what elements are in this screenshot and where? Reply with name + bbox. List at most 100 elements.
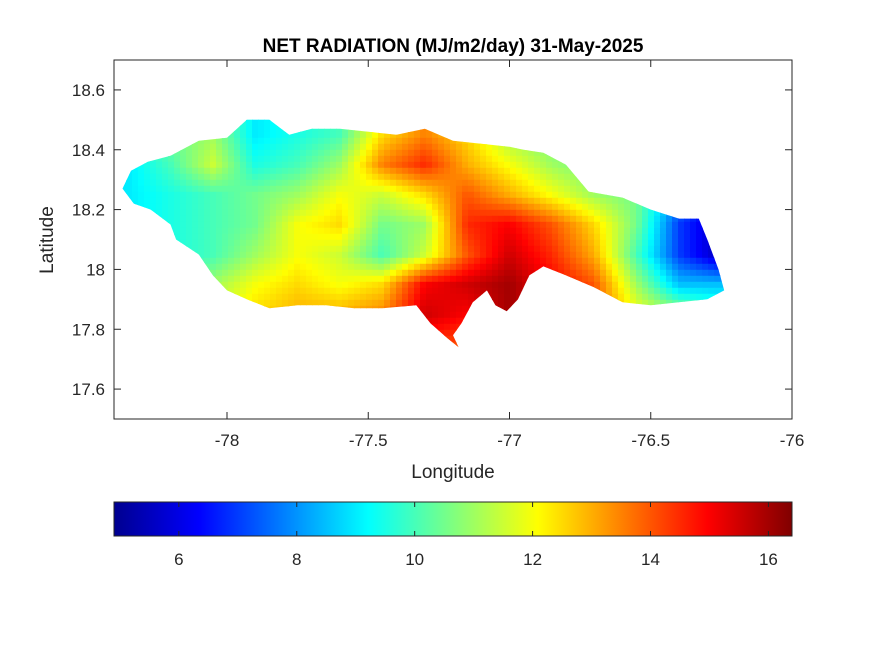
heat-cell bbox=[414, 167, 421, 175]
heat-cell bbox=[216, 251, 223, 259]
heat-cell bbox=[606, 197, 613, 205]
heat-cell bbox=[264, 209, 271, 217]
heat-cell bbox=[342, 161, 349, 169]
heat-cell bbox=[468, 209, 475, 217]
heat-cell bbox=[516, 275, 523, 283]
heat-cell bbox=[270, 239, 277, 247]
heat-cell bbox=[330, 179, 337, 187]
heat-cell bbox=[510, 149, 517, 157]
heat-cell bbox=[612, 293, 619, 301]
heat-cell bbox=[444, 263, 451, 271]
heat-cell bbox=[246, 167, 253, 175]
heat-cell bbox=[270, 197, 277, 205]
heat-cell bbox=[270, 299, 277, 307]
heat-cell bbox=[276, 149, 283, 157]
heat-cell bbox=[444, 221, 451, 229]
heat-cell bbox=[354, 281, 361, 289]
heat-cell bbox=[504, 143, 511, 151]
heat-cell bbox=[450, 203, 457, 211]
heat-cell bbox=[372, 239, 379, 247]
heat-cell bbox=[612, 215, 619, 223]
heat-cell bbox=[558, 245, 565, 253]
heat-cell bbox=[270, 179, 277, 187]
heat-cell bbox=[216, 263, 223, 271]
heat-cell bbox=[582, 185, 589, 193]
heat-cell bbox=[276, 233, 283, 241]
heat-cell bbox=[300, 281, 307, 289]
heat-cell bbox=[636, 293, 643, 301]
heat-cell bbox=[606, 221, 613, 229]
heat-cell bbox=[378, 299, 385, 307]
heat-cell bbox=[408, 155, 415, 163]
heat-cell bbox=[696, 221, 703, 229]
heat-cell bbox=[342, 299, 349, 307]
heat-cell bbox=[330, 239, 337, 247]
heat-cell bbox=[588, 191, 595, 199]
heat-cell bbox=[456, 275, 463, 283]
heat-cell bbox=[528, 203, 535, 211]
heat-cell bbox=[360, 299, 367, 307]
heat-cell bbox=[426, 161, 433, 169]
heat-cell bbox=[588, 233, 595, 241]
heat-cell bbox=[420, 179, 427, 187]
heat-cell bbox=[372, 161, 379, 169]
heat-cell bbox=[330, 173, 337, 181]
colorbar-tick-label: 6 bbox=[174, 550, 183, 569]
heat-cell bbox=[354, 251, 361, 259]
heat-cell bbox=[252, 149, 259, 157]
heat-cell bbox=[324, 149, 331, 157]
heat-cell bbox=[252, 137, 259, 145]
heat-cell bbox=[354, 245, 361, 253]
heat-cell bbox=[132, 173, 139, 181]
heat-cell bbox=[564, 173, 571, 181]
heat-cell bbox=[318, 227, 325, 235]
heat-cell bbox=[234, 251, 241, 259]
heat-cell bbox=[396, 227, 403, 235]
heat-cell bbox=[306, 185, 313, 193]
heat-cell bbox=[342, 155, 349, 163]
heat-cell bbox=[360, 227, 367, 235]
heat-cell bbox=[486, 185, 493, 193]
heat-cell bbox=[294, 263, 301, 271]
heat-cell bbox=[222, 155, 229, 163]
heat-cell bbox=[276, 131, 283, 139]
heat-cell bbox=[552, 221, 559, 229]
heat-cell bbox=[348, 185, 355, 193]
heat-cell bbox=[486, 257, 493, 265]
heat-cell bbox=[528, 161, 535, 169]
heat-cell bbox=[552, 239, 559, 247]
heat-cell bbox=[678, 281, 685, 289]
heat-cell bbox=[390, 131, 397, 139]
heat-cell bbox=[330, 125, 337, 133]
heat-cell bbox=[360, 149, 367, 157]
heat-cell bbox=[360, 191, 367, 199]
heat-cell bbox=[606, 287, 613, 295]
heat-cell bbox=[360, 209, 367, 217]
heat-cell bbox=[396, 239, 403, 247]
heat-cell bbox=[432, 143, 439, 151]
heat-cell bbox=[498, 299, 505, 307]
heat-cell bbox=[384, 131, 391, 139]
heat-cell bbox=[408, 287, 415, 295]
heat-cell bbox=[546, 197, 553, 205]
heat-cell bbox=[528, 167, 535, 175]
heat-cell bbox=[228, 227, 235, 235]
heat-cell bbox=[450, 287, 457, 295]
heat-cell bbox=[300, 179, 307, 187]
heat-cell bbox=[324, 251, 331, 259]
heat-cell bbox=[516, 257, 523, 265]
heat-cell bbox=[444, 281, 451, 289]
heat-cell bbox=[138, 179, 145, 187]
heat-cell bbox=[618, 287, 625, 295]
heat-cell bbox=[564, 203, 571, 211]
heat-cell bbox=[426, 155, 433, 163]
heat-cell bbox=[570, 173, 577, 181]
heat-cell bbox=[450, 269, 457, 277]
heat-cell bbox=[636, 239, 643, 247]
heat-cell bbox=[678, 215, 685, 223]
heat-cell bbox=[480, 287, 487, 295]
heat-cell bbox=[606, 263, 613, 271]
heat-cell bbox=[510, 155, 517, 163]
heat-cell bbox=[624, 233, 631, 241]
heat-cell bbox=[318, 263, 325, 271]
